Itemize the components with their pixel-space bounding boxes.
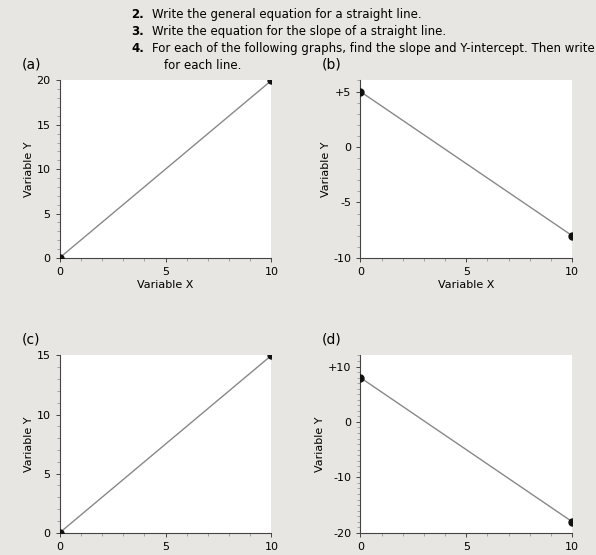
Text: for each line.: for each line. (164, 59, 241, 72)
Text: 3.: 3. (131, 25, 144, 38)
Text: 4.: 4. (131, 42, 144, 54)
X-axis label: Variable X: Variable X (438, 280, 495, 290)
Text: (a): (a) (21, 58, 41, 72)
Y-axis label: Variable Y: Variable Y (321, 142, 331, 197)
Text: 2.: 2. (131, 8, 144, 21)
Text: For each of the following graphs, find the slope and Y-intercept. Then write the: For each of the following graphs, find t… (152, 42, 596, 54)
Text: (c): (c) (21, 332, 40, 346)
Y-axis label: Variable Y: Variable Y (24, 416, 34, 472)
X-axis label: Variable X: Variable X (137, 280, 194, 290)
Text: Write the general equation for a straight line.: Write the general equation for a straigh… (152, 8, 421, 21)
Y-axis label: Variable Y: Variable Y (24, 142, 33, 197)
Text: Write the equation for the slope of a straight line.: Write the equation for the slope of a st… (152, 25, 446, 38)
Y-axis label: Variable Y: Variable Y (315, 416, 325, 472)
Text: (b): (b) (322, 58, 342, 72)
Text: (d): (d) (322, 332, 342, 346)
